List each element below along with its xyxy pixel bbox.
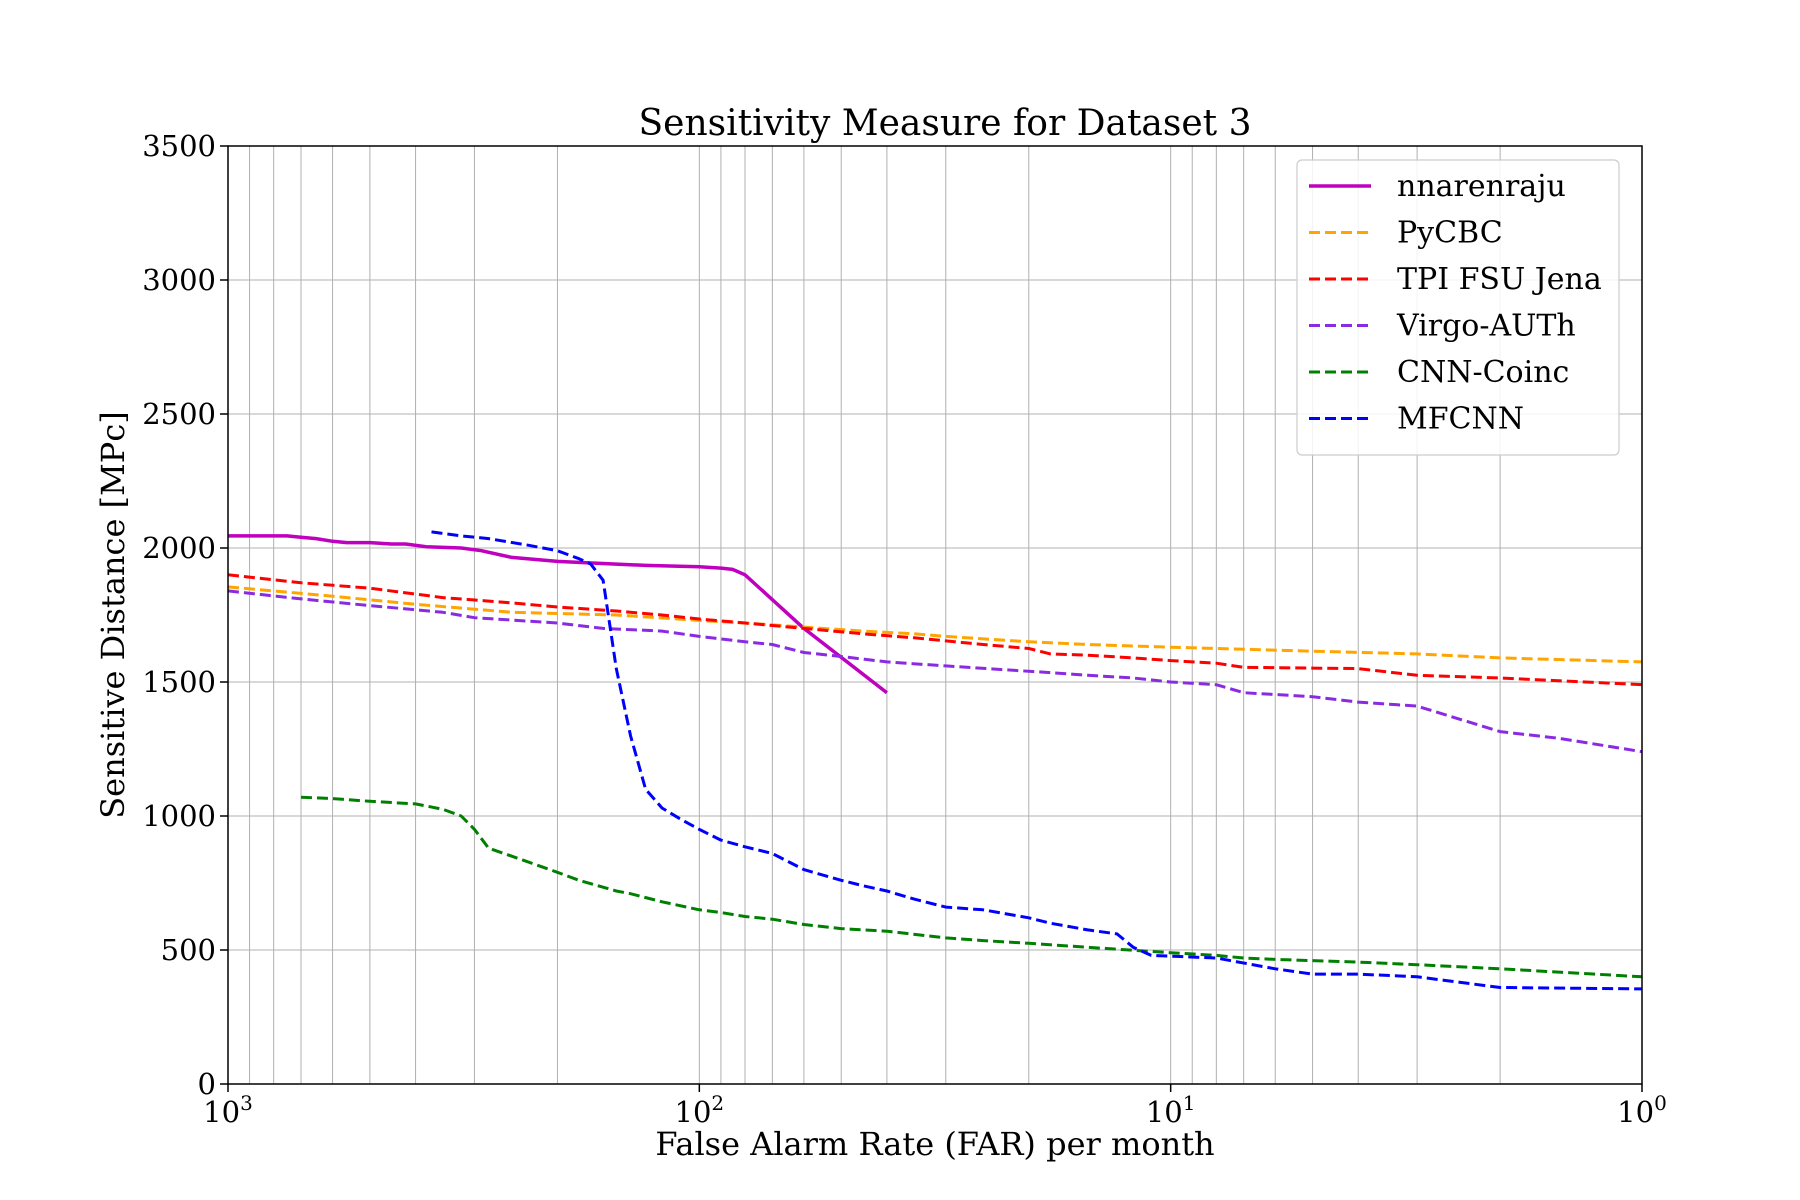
- legend-label: Virgo-AUTh: [1396, 309, 1576, 344]
- legend-label: CNN-Coinc: [1397, 355, 1569, 390]
- legend-box: [1296, 159, 1620, 456]
- series-line-nnarenraju: [228, 534, 888, 695]
- y-tick-label: 3500: [142, 129, 216, 163]
- legend-label: nnarenraju: [1397, 169, 1566, 204]
- y-axis-label: Sensitive Distance [MPc]: [94, 411, 132, 818]
- legend: nnarenraju PyCBC TPI FSU Jena Virgo-AUTh CNN…: [1296, 159, 1620, 456]
- series-line-virgo-auth: [227, 589, 1643, 754]
- series-line-pycbc: [227, 585, 1643, 664]
- y-tick-label: 2500: [142, 397, 216, 431]
- series-lines: [227, 530, 1643, 991]
- x-tick-label: 100: [1617, 1091, 1667, 1129]
- legend-label: MFCNN: [1397, 402, 1524, 437]
- x-axis-label: False Alarm Rate (FAR) per month: [655, 1125, 1214, 1163]
- x-tick-label: 102: [675, 1091, 725, 1129]
- axis-ticks: 0 500 1000 1500 2000 2500 3000 3500 103 102 101 100: [142, 129, 1667, 1129]
- y-tick-label: 3000: [142, 263, 216, 297]
- chart-title: Sensitivity Measure for Dataset 3: [639, 103, 1252, 144]
- y-tick-label: 1500: [142, 665, 216, 699]
- legend-label: PyCBC: [1397, 216, 1503, 251]
- legend-label: TPI FSU Jena: [1397, 262, 1602, 297]
- y-tick-label: 500: [161, 933, 216, 967]
- x-tick-label: 101: [1146, 1091, 1196, 1129]
- plot-frame: [227, 145, 1643, 1085]
- series-line-tpi-fsu-jena: [227, 573, 1643, 687]
- series-line-cnn-coinc: [300, 795, 1643, 979]
- y-tick-label: 1000: [142, 799, 216, 833]
- y-tick-label: 0: [198, 1067, 216, 1101]
- y-tick-label: 2000: [142, 531, 216, 565]
- x-tick-label: 103: [203, 1091, 253, 1129]
- series-line-mfcnn: [431, 530, 1643, 991]
